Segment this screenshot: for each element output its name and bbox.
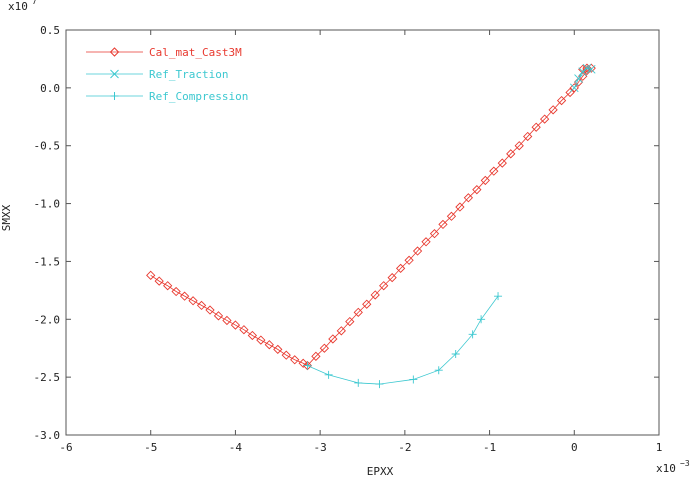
data-marker bbox=[455, 202, 465, 212]
legend-marker bbox=[110, 69, 119, 79]
y-tick-label: -1.5 bbox=[34, 255, 61, 268]
x-tick-label: -4 bbox=[229, 441, 243, 454]
data-marker bbox=[311, 351, 321, 361]
data-marker bbox=[472, 185, 482, 195]
data-marker bbox=[463, 193, 474, 203]
series-line bbox=[307, 295, 499, 385]
x-tick-label: -3 bbox=[314, 441, 327, 454]
data-marker bbox=[506, 149, 516, 159]
x-multiplier: x10 bbox=[656, 462, 676, 475]
data-marker bbox=[565, 87, 575, 98]
data-marker bbox=[281, 350, 291, 360]
data-marker bbox=[531, 122, 541, 132]
y-tick-label: 0.0 bbox=[40, 82, 60, 95]
data-marker bbox=[264, 340, 274, 350]
data-marker bbox=[213, 311, 224, 321]
data-marker bbox=[345, 316, 355, 327]
legend-marker bbox=[109, 47, 120, 57]
data-marker bbox=[336, 326, 346, 336]
data-marker bbox=[379, 281, 389, 291]
data-marker bbox=[354, 378, 363, 387]
data-marker bbox=[451, 350, 460, 358]
data-marker bbox=[395, 263, 406, 274]
data-marker bbox=[514, 141, 524, 151]
data-marker bbox=[569, 83, 579, 93]
data-marker bbox=[230, 320, 241, 330]
data-marker bbox=[494, 292, 503, 301]
x-tick-label: -5 bbox=[144, 441, 157, 454]
data-marker bbox=[421, 237, 431, 247]
data-marker bbox=[196, 300, 207, 311]
data-marker bbox=[548, 105, 558, 115]
y-tick-label: -1.0 bbox=[34, 198, 61, 211]
data-marker bbox=[404, 255, 414, 265]
data-marker bbox=[222, 315, 232, 326]
data-marker bbox=[375, 380, 384, 389]
legend-marker bbox=[110, 92, 119, 100]
legend-label: Ref_Compression bbox=[149, 90, 248, 103]
x-tick-label: -6 bbox=[59, 441, 72, 454]
y-multiplier-exponent: 7 bbox=[32, 0, 37, 6]
data-marker bbox=[578, 64, 588, 74]
data-marker bbox=[370, 290, 380, 300]
data-marker bbox=[468, 330, 477, 339]
y-tick-label: -3.0 bbox=[34, 429, 61, 442]
data-marker bbox=[256, 335, 266, 345]
data-marker bbox=[303, 361, 312, 370]
data-marker bbox=[429, 229, 440, 239]
data-marker bbox=[434, 366, 443, 375]
data-marker bbox=[146, 270, 156, 280]
data-marker bbox=[578, 67, 588, 76]
x-tick-label: -1 bbox=[483, 441, 496, 454]
y-tick-label: -2.5 bbox=[34, 371, 61, 384]
data-marker bbox=[273, 344, 283, 355]
y-axis-label: SMXX bbox=[0, 204, 13, 231]
y-tick-label: -2.0 bbox=[34, 313, 61, 326]
data-marker bbox=[239, 325, 249, 335]
data-marker bbox=[489, 166, 499, 176]
data-marker bbox=[477, 315, 486, 324]
data-marker bbox=[328, 334, 338, 344]
data-marker bbox=[298, 358, 308, 368]
y-tick-label: 0.5 bbox=[40, 24, 60, 37]
x-axis-label: EPXX bbox=[367, 465, 394, 478]
x-tick-label: -2 bbox=[398, 441, 411, 454]
data-marker bbox=[586, 65, 596, 74]
data-marker bbox=[319, 343, 330, 353]
data-marker bbox=[387, 272, 397, 283]
data-marker bbox=[523, 131, 533, 142]
data-marker bbox=[188, 296, 198, 306]
legend-label: Cal_mat_Cast3M bbox=[149, 46, 242, 59]
data-marker bbox=[574, 74, 583, 83]
data-marker bbox=[324, 370, 333, 379]
data-marker bbox=[556, 95, 567, 106]
data-marker bbox=[205, 305, 215, 315]
x-tick-label: 0 bbox=[571, 441, 578, 454]
data-marker bbox=[353, 307, 363, 317]
data-marker bbox=[569, 83, 579, 93]
data-marker bbox=[438, 219, 448, 230]
legend-label: Ref_Traction bbox=[149, 68, 228, 81]
data-marker bbox=[154, 276, 164, 286]
data-marker bbox=[539, 114, 550, 124]
data-marker bbox=[409, 375, 418, 384]
x-tick-label: 1 bbox=[656, 441, 663, 454]
series-line bbox=[150, 67, 592, 367]
data-marker bbox=[446, 211, 457, 221]
plot-frame bbox=[65, 29, 660, 436]
x-multiplier-exponent: −3 bbox=[680, 459, 690, 468]
y-tick-label: -0.5 bbox=[34, 140, 61, 153]
data-marker bbox=[179, 291, 190, 301]
data-marker bbox=[480, 175, 490, 186]
data-marker bbox=[362, 299, 372, 309]
y-multiplier: x10 bbox=[8, 0, 28, 13]
data-marker bbox=[497, 158, 507, 168]
data-marker bbox=[412, 246, 423, 256]
data-marker bbox=[171, 286, 181, 297]
data-marker bbox=[163, 281, 173, 291]
data-marker bbox=[290, 355, 300, 365]
data-marker bbox=[247, 330, 258, 341]
